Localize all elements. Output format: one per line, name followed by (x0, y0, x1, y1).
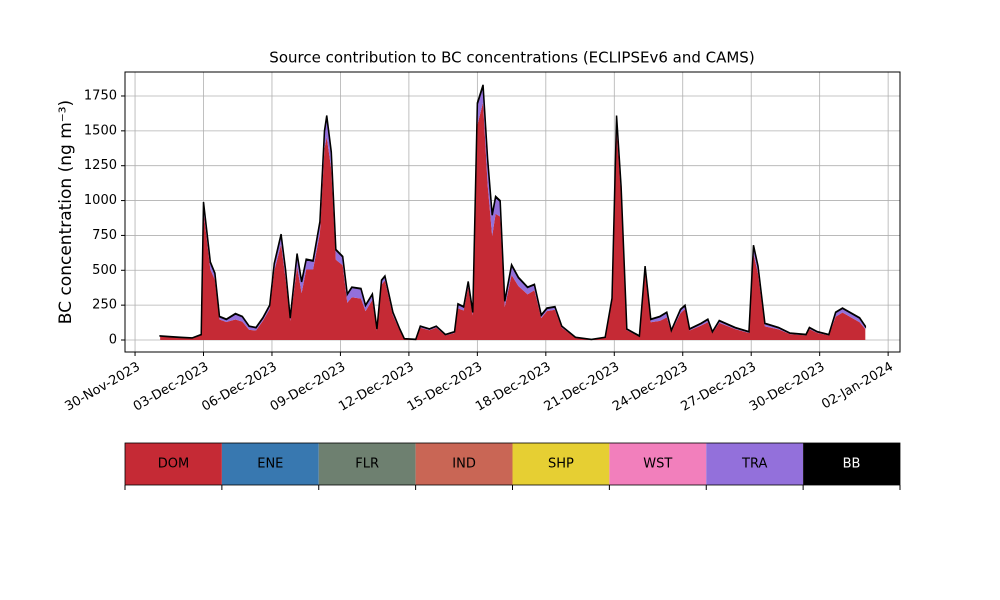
legend-frame (124, 442, 901, 486)
y-tick-label: 1000 (84, 193, 117, 208)
legend-swatch (221, 443, 319, 485)
legend-label: SHP (548, 457, 574, 472)
legend-label: BB (843, 457, 861, 472)
y-tick-label: 0 (109, 333, 117, 348)
legend-swatch (512, 443, 610, 485)
y-tick-label: 1250 (84, 158, 117, 173)
plot-frame (124, 71, 901, 353)
y-tick-label: 1750 (84, 88, 117, 103)
y-axis-label: BC concentration (ng m⁻³) (56, 100, 76, 324)
area (160, 102, 866, 341)
legend-label: ENE (257, 457, 283, 472)
legend-label: DOM (158, 457, 189, 472)
legend-label: WST (643, 457, 672, 472)
legend-swatch (125, 443, 222, 485)
legend-label: IND (452, 457, 476, 472)
legend-swatch (415, 443, 513, 485)
area (159, 84, 867, 341)
y-tick-label: 750 (92, 228, 117, 243)
chart-title: Source contribution to BC concentrations… (269, 49, 754, 67)
y-tick-label: 250 (92, 298, 117, 313)
legend-swatch (803, 443, 900, 485)
legend-label: TRA (741, 457, 767, 472)
legend-swatch (706, 443, 804, 485)
legend-swatch (318, 443, 416, 485)
y-tick-label: 500 (92, 263, 117, 278)
legend-label: FLR (355, 457, 379, 472)
y-tick-label: 1500 (84, 123, 117, 138)
legend-swatch (609, 443, 707, 485)
